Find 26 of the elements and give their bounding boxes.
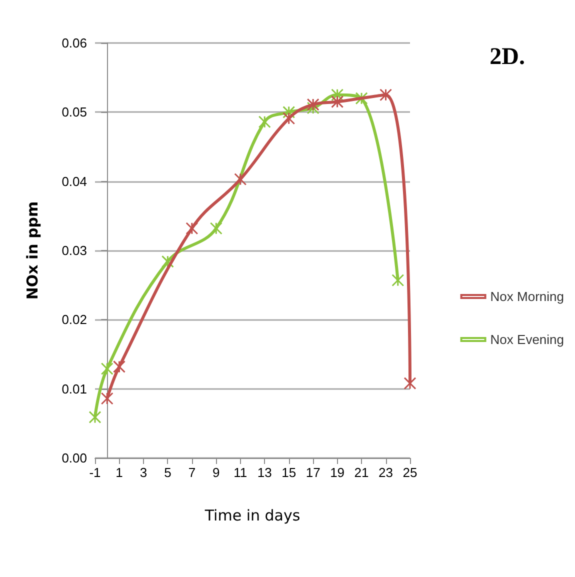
x-tick-label: 7	[188, 465, 196, 480]
x-tick-label: 15	[282, 465, 296, 480]
text: 2D.	[490, 44, 526, 70]
x-tick-label: 13	[257, 465, 272, 480]
y-axis-title: NOx in ppm	[24, 201, 42, 300]
x-tick-label: 25	[402, 465, 418, 480]
x-tick-label: 17	[306, 465, 320, 480]
y-tick-label: 0.00	[62, 450, 87, 466]
x-tick-label: 23	[378, 465, 394, 480]
x-tick-label: 3	[140, 465, 148, 480]
x-tick-label: 1	[116, 465, 123, 480]
y-tick-label: 0.05	[62, 104, 87, 120]
x-tick-label: 11	[234, 465, 248, 480]
legend-label: Nox Morning	[490, 289, 564, 304]
y-tick-label: 0.03	[62, 243, 87, 258]
x-tick-label: 19	[330, 465, 345, 480]
y-tick-label: 0.06	[62, 36, 87, 50]
y-tick-label: 0.01	[62, 381, 87, 396]
y-tick-label: 0.02	[62, 312, 87, 328]
y-tick-label: 0.04	[62, 174, 87, 189]
x-tick-label: 9	[212, 465, 220, 480]
x-axis-title: Time in days	[204, 506, 300, 524]
x-tick-label: 21	[354, 465, 369, 480]
legend-label: Nox Evening	[490, 332, 564, 347]
x-tick-label: -1	[89, 465, 101, 480]
x-tick-label: 5	[164, 465, 172, 480]
